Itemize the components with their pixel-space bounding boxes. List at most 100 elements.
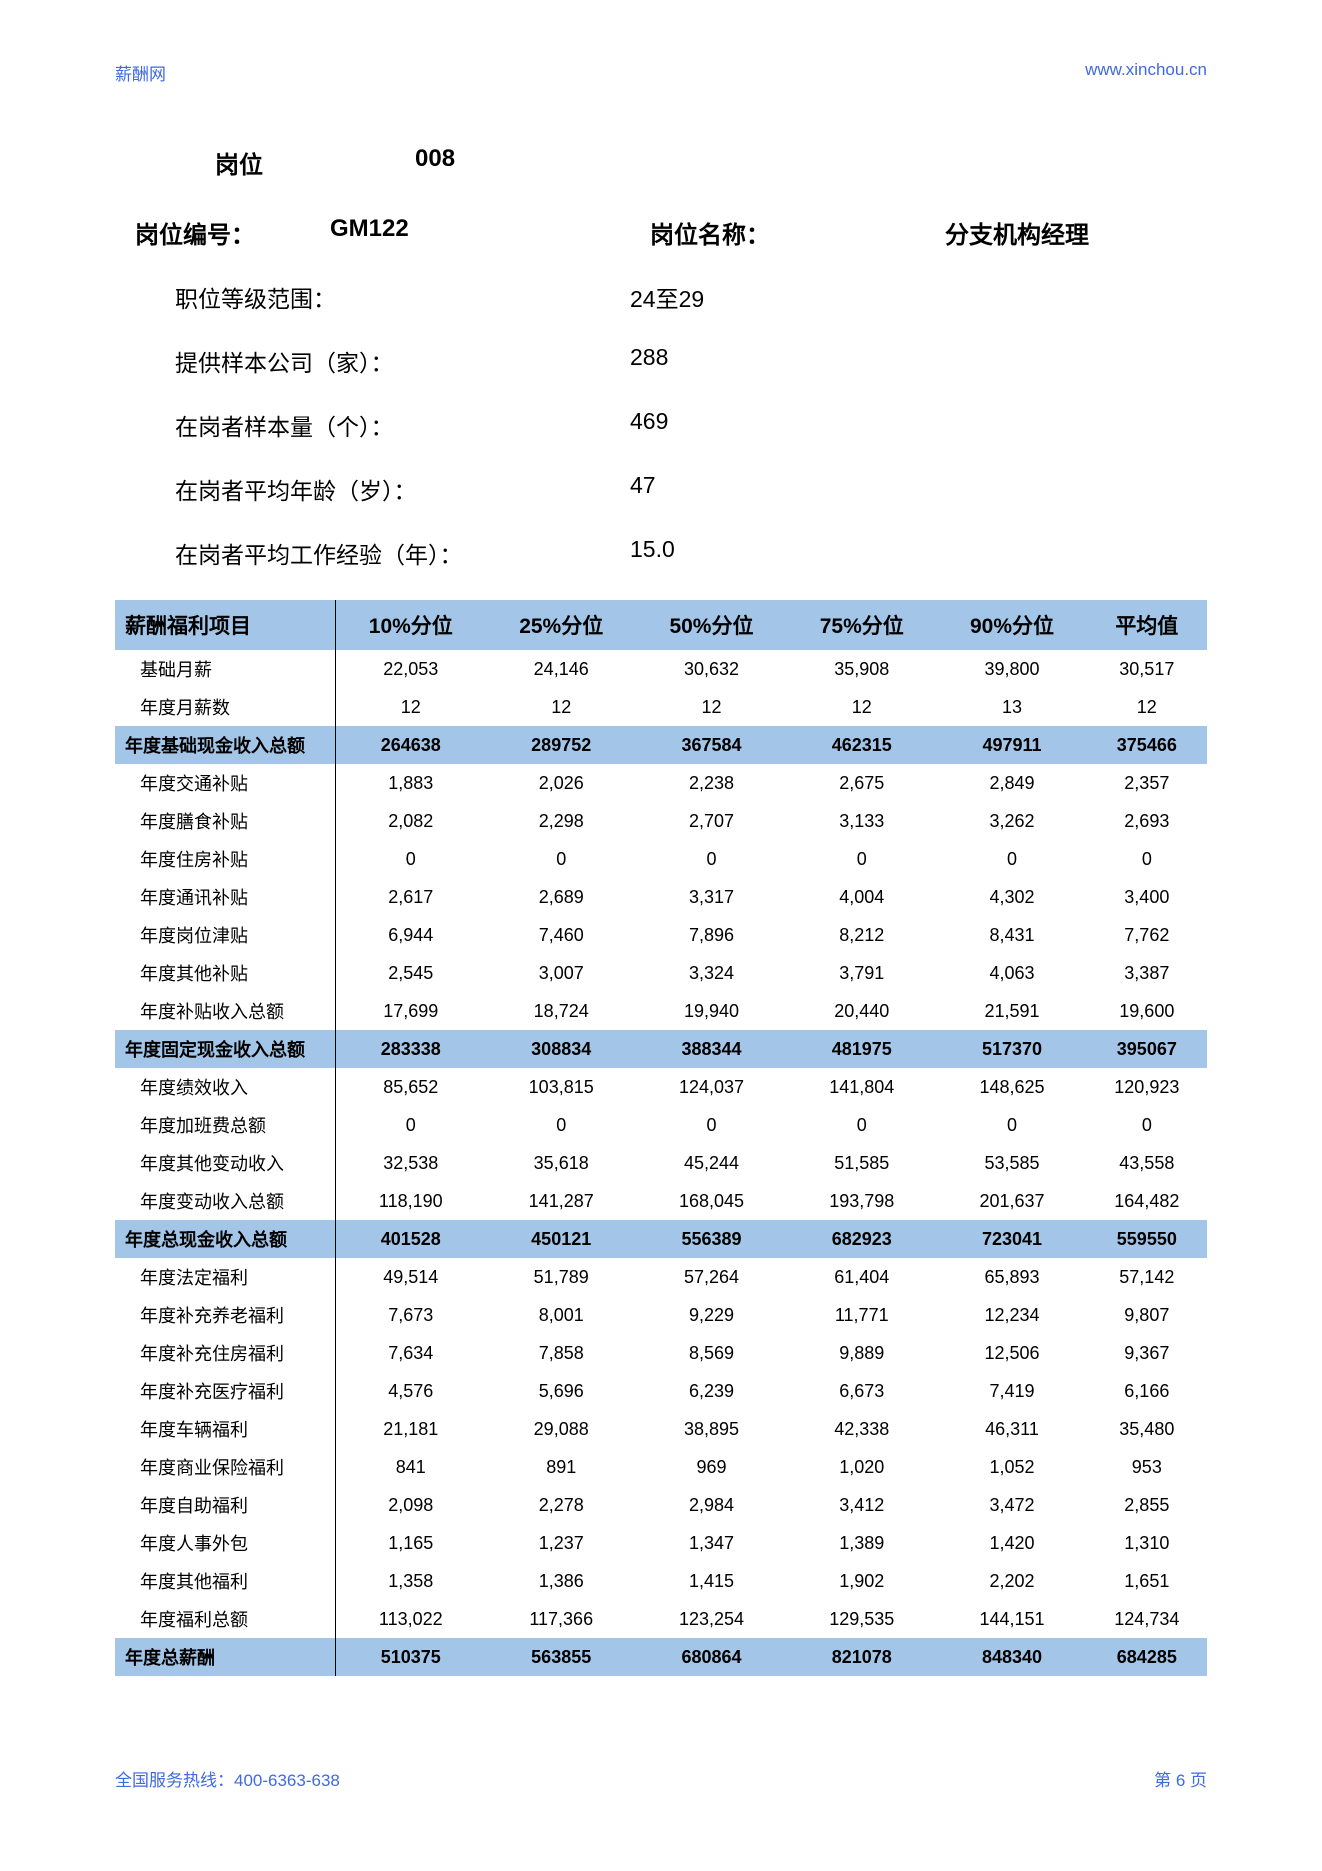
row-value: 7,858	[486, 1334, 636, 1372]
row-label: 年度自助福利	[115, 1486, 335, 1524]
info-label: 在岗者平均年龄（岁）：	[175, 472, 630, 506]
row-label: 年度补贴收入总额	[115, 992, 335, 1030]
row-value: 22,053	[335, 650, 486, 688]
table-row: 年度补充养老福利7,6738,0019,22911,77112,2349,807	[115, 1296, 1207, 1334]
row-value: 0	[937, 1106, 1087, 1144]
table-row: 年度车辆福利21,18129,08838,89542,33846,31135,4…	[115, 1410, 1207, 1448]
row-value: 517370	[937, 1030, 1087, 1068]
row-value: 168,045	[636, 1182, 786, 1220]
row-value: 680864	[636, 1638, 786, 1676]
row-value: 19,940	[636, 992, 786, 1030]
table-row: 年度福利总额113,022117,366123,254129,535144,15…	[115, 1600, 1207, 1638]
row-value: 1,237	[486, 1524, 636, 1562]
row-value: 2,693	[1087, 802, 1206, 840]
row-value: 2,617	[335, 878, 486, 916]
row-value: 45,244	[636, 1144, 786, 1182]
row-value: 6,166	[1087, 1372, 1206, 1410]
row-value: 30,632	[636, 650, 786, 688]
table-row: 年度法定福利49,51451,78957,26461,40465,89357,1…	[115, 1258, 1207, 1296]
row-label: 年度住房补贴	[115, 840, 335, 878]
row-value: 953	[1087, 1448, 1206, 1486]
row-value: 61,404	[787, 1258, 937, 1296]
footer-hotline: 全国服务热线：400-6363-638	[115, 1766, 340, 1791]
row-value: 3,133	[787, 802, 937, 840]
row-value: 1,310	[1087, 1524, 1206, 1562]
row-label: 年度交通补贴	[115, 764, 335, 802]
row-value: 969	[636, 1448, 786, 1486]
row-value: 0	[937, 840, 1087, 878]
info-value: 47	[630, 472, 656, 506]
row-value: 559550	[1087, 1220, 1206, 1258]
row-label: 年度总现金收入总额	[115, 1220, 335, 1258]
row-value: 7,762	[1087, 916, 1206, 954]
row-value: 144,151	[937, 1600, 1087, 1638]
table-row: 年度自助福利2,0982,2782,9843,4123,4722,855	[115, 1486, 1207, 1524]
row-value: 308834	[486, 1030, 636, 1068]
row-label: 年度补充住房福利	[115, 1334, 335, 1372]
row-label: 年度加班费总额	[115, 1106, 335, 1144]
table-row: 年度人事外包1,1651,2371,3471,3891,4201,310	[115, 1524, 1207, 1562]
row-value: 51,789	[486, 1258, 636, 1296]
table-row: 年度通讯补贴2,6172,6893,3174,0044,3023,400	[115, 878, 1207, 916]
row-value: 1,883	[335, 764, 486, 802]
row-value: 57,142	[1087, 1258, 1206, 1296]
table-row: 年度基础现金收入总额264638289752367584462315497911…	[115, 726, 1207, 764]
info-block: 职位等级范围： 24至29 提供样本公司（家）： 288 在岗者样本量（个）： …	[115, 280, 1207, 570]
table-row: 年度补贴收入总额17,69918,72419,94020,44021,59119…	[115, 992, 1207, 1030]
row-value: 1,389	[787, 1524, 937, 1562]
row-value: 723041	[937, 1220, 1087, 1258]
position-label: 岗位	[215, 145, 415, 180]
info-label: 职位等级范围：	[175, 280, 630, 314]
row-value: 2,849	[937, 764, 1087, 802]
row-value: 35,908	[787, 650, 937, 688]
row-value: 7,460	[486, 916, 636, 954]
info-row: 提供样本公司（家）： 288	[175, 344, 1207, 378]
position-id-name-row: 岗位编号： GM122 岗位名称： 分支机构经理	[115, 215, 1207, 250]
row-value: 12	[1087, 688, 1206, 726]
row-value: 510375	[335, 1638, 486, 1676]
row-value: 11,771	[787, 1296, 937, 1334]
position-row: 岗位 008	[115, 145, 1207, 180]
info-label: 在岗者样本量（个）：	[175, 408, 630, 442]
row-value: 375466	[1087, 726, 1206, 764]
row-value: 8,212	[787, 916, 937, 954]
row-value: 462315	[787, 726, 937, 764]
row-value: 2,675	[787, 764, 937, 802]
row-value: 3,324	[636, 954, 786, 992]
site-name: 薪酬网	[115, 60, 166, 85]
row-value: 7,419	[937, 1372, 1087, 1410]
row-value: 8,431	[937, 916, 1087, 954]
row-value: 1,358	[335, 1562, 486, 1600]
table-header-row: 薪酬福利项目 10%分位 25%分位 50%分位 75%分位 90%分位 平均值	[115, 600, 1207, 650]
row-value: 13	[937, 688, 1087, 726]
table-row: 年度商业保险福利8418919691,0201,052953	[115, 1448, 1207, 1486]
table-row: 年度加班费总额000000	[115, 1106, 1207, 1144]
row-value: 401528	[335, 1220, 486, 1258]
row-value: 2,082	[335, 802, 486, 840]
row-value: 6,239	[636, 1372, 786, 1410]
row-value: 6,673	[787, 1372, 937, 1410]
row-value: 0	[335, 1106, 486, 1144]
row-value: 6,944	[335, 916, 486, 954]
row-value: 123,254	[636, 1600, 786, 1638]
table-row: 年度膳食补贴2,0822,2982,7073,1333,2622,693	[115, 802, 1207, 840]
row-value: 3,472	[937, 1486, 1087, 1524]
table-row: 年度总薪酬51037556385568086482107884834068428…	[115, 1638, 1207, 1676]
row-value: 2,855	[1087, 1486, 1206, 1524]
row-value: 1,347	[636, 1524, 786, 1562]
row-label: 年度车辆福利	[115, 1410, 335, 1448]
row-value: 30,517	[1087, 650, 1206, 688]
row-value: 24,146	[486, 650, 636, 688]
row-value: 46,311	[937, 1410, 1087, 1448]
info-row: 职位等级范围： 24至29	[175, 280, 1207, 314]
row-value: 85,652	[335, 1068, 486, 1106]
table-row: 年度其他福利1,3581,3861,4151,9022,2021,651	[115, 1562, 1207, 1600]
row-value: 103,815	[486, 1068, 636, 1106]
row-value: 682923	[787, 1220, 937, 1258]
row-value: 481975	[787, 1030, 937, 1068]
col-header: 25%分位	[486, 600, 636, 650]
info-row: 在岗者样本量（个）： 469	[175, 408, 1207, 442]
row-value: 3,412	[787, 1486, 937, 1524]
table-body: 基础月薪22,05324,14630,63235,90839,80030,517…	[115, 650, 1207, 1676]
row-value: 2,238	[636, 764, 786, 802]
